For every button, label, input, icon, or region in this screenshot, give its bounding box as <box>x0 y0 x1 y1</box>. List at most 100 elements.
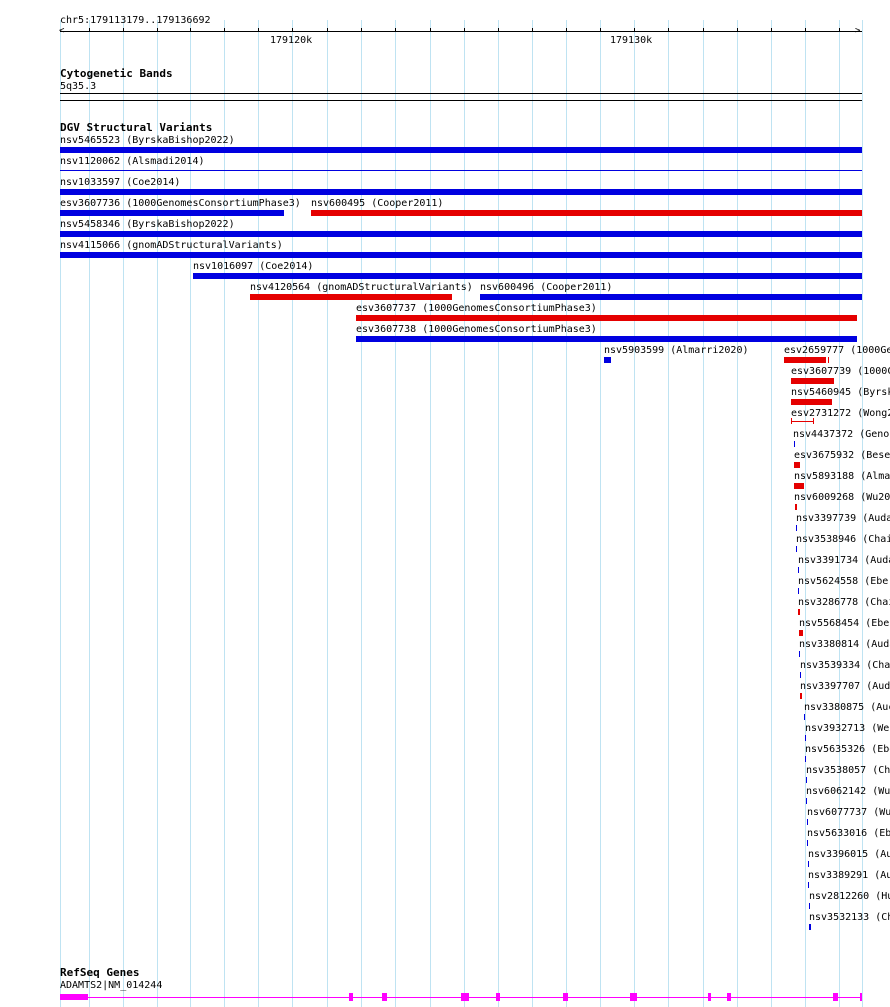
variant-label[interactable]: nsv3380875 (Auc <box>804 702 890 713</box>
variant-bar[interactable] <box>807 840 808 846</box>
variant-bar[interactable] <box>799 651 800 657</box>
variant-label[interactable]: nsv5465523 (ByrskaBishop2022) <box>60 135 235 146</box>
variant-label[interactable]: esv3607738 (1000GenomesConsortiumPhase3) <box>356 324 597 335</box>
variant-bar[interactable] <box>795 504 797 510</box>
gene-exon[interactable] <box>630 993 637 1001</box>
variant-label[interactable]: nsv5568454 (Eber <box>799 618 890 629</box>
variant-bar[interactable] <box>805 756 806 762</box>
variant-label[interactable]: nsv6062142 (Wu <box>806 786 890 797</box>
variant-bar[interactable] <box>356 336 857 342</box>
variant-bar[interactable] <box>806 777 807 783</box>
variant-bar[interactable] <box>805 735 806 741</box>
variant-bar[interactable] <box>60 231 862 237</box>
gene-exon[interactable] <box>382 993 387 1001</box>
variant-bar[interactable] <box>807 819 808 825</box>
variant-label[interactable]: esv3607737 (1000GenomesConsortiumPhase3) <box>356 303 597 314</box>
gene-exon[interactable] <box>563 993 568 1001</box>
variant-label[interactable]: nsv3539334 (Cha <box>800 660 890 671</box>
variant-bar[interactable] <box>791 378 834 384</box>
variant-label[interactable]: esv2731272 (Wong2 <box>791 408 890 419</box>
gene-exon[interactable] <box>833 993 838 1001</box>
variant-bar[interactable] <box>809 924 811 930</box>
gene-label[interactable]: ADAMTS2|NM_014244 <box>60 980 163 991</box>
variant-bar[interactable] <box>791 399 832 405</box>
cytoband-box-bottom <box>60 100 862 101</box>
variant-bar[interactable] <box>796 546 797 552</box>
variant-label[interactable]: nsv4115066 (gnomADStructuralVariants) <box>60 240 283 251</box>
variant-label[interactable]: nsv6077737 (Wu <box>807 807 890 818</box>
variant-bar[interactable] <box>480 294 862 300</box>
variant-label[interactable]: nsv5458346 (ByrskaBishop2022) <box>60 219 235 230</box>
variant-bar[interactable] <box>798 567 799 573</box>
variant-bar[interactable] <box>604 357 611 363</box>
variant-bar[interactable] <box>356 315 857 321</box>
variant-label[interactable]: nsv5893188 (Alma <box>794 471 890 482</box>
variant-label[interactable]: nsv3538057 (Cha <box>806 765 890 776</box>
grid-line <box>123 20 124 1007</box>
grid-line <box>566 20 567 1007</box>
variant-label[interactable]: nsv3286778 (Chai <box>798 597 890 608</box>
variant-label[interactable]: esv3675932 (Bese <box>794 450 890 461</box>
variant-label[interactable]: nsv3380814 (Auda <box>799 639 890 650</box>
variant-bar[interactable] <box>784 357 826 363</box>
variant-label[interactable]: nsv600496 (Cooper2011) <box>480 282 613 293</box>
variant-bar[interactable] <box>808 882 809 888</box>
variant-bar[interactable] <box>796 525 797 531</box>
variant-label[interactable]: nsv3391734 (Auda <box>798 555 890 566</box>
gene-exon[interactable] <box>496 993 500 1001</box>
gene-exon[interactable] <box>349 993 353 1001</box>
ruler-tick <box>566 28 567 32</box>
variant-bar[interactable] <box>799 630 803 636</box>
variant-label[interactable]: nsv5633016 (Eb <box>807 828 890 839</box>
gene-exon[interactable] <box>708 993 711 1001</box>
variant-bar[interactable] <box>800 693 802 699</box>
variant-label[interactable]: nsv5635326 (Ebe <box>805 744 890 755</box>
variant-bar[interactable] <box>794 462 800 468</box>
variant-label[interactable]: nsv3932713 (Wer <box>805 723 890 734</box>
variant-bar[interactable] <box>794 483 804 489</box>
variant-label[interactable]: nsv5624558 (Eber <box>798 576 890 587</box>
variant-bar[interactable] <box>60 147 862 153</box>
variant-bar[interactable] <box>250 294 452 300</box>
variant-label[interactable]: esv2659777 (1000Ge <box>784 345 890 356</box>
variant-label[interactable]: nsv3397739 (Auda <box>796 513 890 524</box>
variant-bar[interactable] <box>794 441 795 447</box>
gene-exon[interactable] <box>60 994 88 1000</box>
variant-bar[interactable] <box>311 210 862 216</box>
variant-bar[interactable] <box>808 861 809 867</box>
variant-bar[interactable] <box>60 210 284 216</box>
variant-label[interactable]: nsv600495 (Cooper2011) <box>311 198 444 209</box>
variant-label[interactable]: nsv1033597 (Coe2014) <box>60 177 181 188</box>
variant-bar[interactable] <box>806 798 807 804</box>
variant-label[interactable]: nsv3538946 (Chai <box>796 534 890 545</box>
grid-line <box>737 20 738 1007</box>
variant-label[interactable]: nsv5903599 (Almarri2020) <box>604 345 749 356</box>
grid-line <box>634 20 635 1007</box>
gene-exon[interactable] <box>727 993 731 1001</box>
variant-label[interactable]: nsv2812260 (Hu <box>809 891 890 902</box>
gene-exon[interactable] <box>860 993 862 1001</box>
variant-label[interactable]: nsv5460945 (Byrsk <box>791 387 890 398</box>
gene-exon[interactable] <box>461 993 469 1001</box>
variant-bar[interactable] <box>804 714 805 720</box>
variant-bar[interactable] <box>798 588 799 594</box>
variant-label[interactable]: nsv4437372 (Genor <box>793 429 890 440</box>
variant-bar[interactable] <box>809 903 810 909</box>
variant-label[interactable]: nsv1016097 (Coe2014) <box>193 261 314 272</box>
variant-label[interactable]: esv3607736 (1000GenomesConsortiumPhase3) <box>60 198 301 209</box>
variant-bar[interactable] <box>60 189 862 195</box>
variant-bar[interactable] <box>798 609 800 615</box>
variant-bar[interactable] <box>800 672 801 678</box>
variant-label[interactable]: nsv3532133 (Ch <box>809 912 890 923</box>
variant-label[interactable]: nsv3396015 (Au <box>808 849 890 860</box>
variant-label[interactable]: nsv3389291 (Au <box>808 870 890 881</box>
variant-label[interactable]: nsv1120062 (Alsmadi2014) <box>60 156 205 167</box>
variant-label[interactable]: nsv3397707 (Aud <box>800 681 890 692</box>
variant-label[interactable]: nsv4120564 (gnomADStructuralVariants) <box>250 282 473 293</box>
variant-label[interactable]: nsv6009268 (Wu20 <box>794 492 890 503</box>
variant-bar[interactable] <box>791 421 814 422</box>
variant-bar[interactable] <box>60 252 862 258</box>
variant-bar[interactable] <box>60 170 862 171</box>
variant-bar[interactable] <box>193 273 862 279</box>
variant-label[interactable]: esv3607739 (1000C <box>791 366 890 377</box>
